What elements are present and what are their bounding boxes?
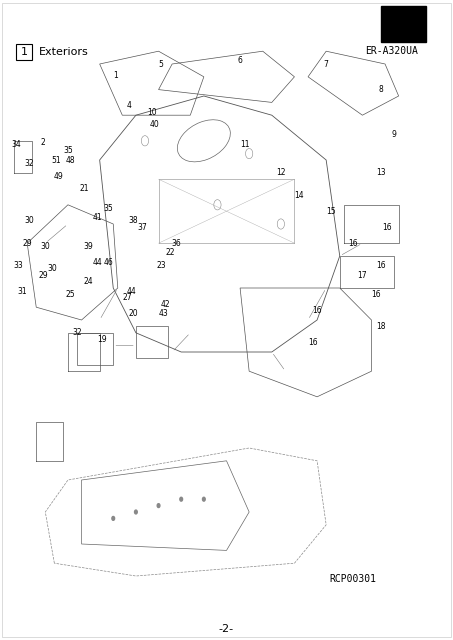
Text: 12: 12: [276, 168, 285, 177]
Text: 43: 43: [158, 309, 168, 318]
Text: 9: 9: [392, 130, 396, 139]
Text: ER-A320UA: ER-A320UA: [366, 46, 418, 56]
Circle shape: [112, 516, 115, 520]
Text: 11: 11: [240, 140, 249, 148]
Text: 29: 29: [38, 271, 48, 280]
Text: 46: 46: [104, 258, 114, 267]
Text: 35: 35: [63, 146, 73, 155]
Text: 48: 48: [65, 156, 75, 164]
Text: 20: 20: [129, 309, 139, 318]
Text: Exteriors: Exteriors: [39, 47, 88, 57]
Text: 24: 24: [83, 277, 93, 286]
Text: 18: 18: [376, 322, 385, 331]
Text: 1: 1: [20, 47, 28, 57]
Text: 44: 44: [126, 287, 136, 296]
Text: 16: 16: [376, 261, 386, 270]
Bar: [381, 6, 426, 42]
Text: 14: 14: [294, 191, 304, 200]
Bar: [136, 326, 168, 358]
Text: 38: 38: [129, 216, 139, 225]
Text: 30: 30: [24, 216, 34, 225]
Text: 8: 8: [378, 85, 383, 94]
Text: 34: 34: [11, 140, 21, 148]
Text: 17: 17: [357, 271, 367, 280]
Circle shape: [157, 504, 160, 508]
Text: 30: 30: [40, 242, 50, 251]
Circle shape: [202, 497, 205, 501]
Text: 21: 21: [79, 184, 88, 193]
Text: 4: 4: [127, 101, 131, 110]
Text: 35: 35: [104, 204, 114, 212]
Text: 16: 16: [382, 223, 392, 232]
Text: 23: 23: [156, 261, 166, 270]
Text: 22: 22: [165, 248, 174, 257]
Text: 33: 33: [13, 261, 23, 270]
Text: 15: 15: [326, 207, 336, 216]
Text: 44: 44: [92, 258, 102, 267]
Text: 16: 16: [371, 290, 381, 299]
Text: 25: 25: [65, 290, 75, 299]
Text: -2-: -2-: [219, 623, 234, 634]
Text: 49: 49: [54, 172, 64, 180]
Text: RCP00301: RCP00301: [330, 574, 377, 584]
Text: 30: 30: [47, 264, 57, 273]
Text: 32: 32: [72, 328, 82, 337]
FancyBboxPatch shape: [16, 44, 32, 60]
Text: 2: 2: [41, 138, 45, 147]
Text: 5: 5: [159, 60, 163, 68]
Text: 41: 41: [92, 213, 102, 222]
Text: 7: 7: [324, 60, 328, 68]
Text: 6: 6: [238, 56, 242, 65]
Text: 36: 36: [172, 239, 182, 248]
Text: 37: 37: [138, 223, 148, 232]
Text: 16: 16: [312, 306, 322, 315]
Circle shape: [135, 510, 137, 514]
Text: 16: 16: [348, 239, 358, 248]
Text: 29: 29: [22, 239, 32, 248]
Circle shape: [180, 497, 183, 501]
Text: 27: 27: [122, 293, 132, 302]
Text: 51: 51: [52, 156, 62, 164]
Text: 19: 19: [97, 335, 107, 344]
Text: 39: 39: [83, 242, 93, 251]
Text: 13: 13: [376, 168, 386, 177]
Text: 1: 1: [113, 71, 118, 80]
Bar: [77, 333, 113, 365]
Text: 32: 32: [24, 159, 34, 168]
Text: 31: 31: [18, 287, 28, 296]
Text: 10: 10: [147, 108, 157, 116]
Text: 16: 16: [308, 338, 318, 347]
Text: 40: 40: [149, 120, 159, 129]
Text: 42: 42: [160, 300, 170, 308]
